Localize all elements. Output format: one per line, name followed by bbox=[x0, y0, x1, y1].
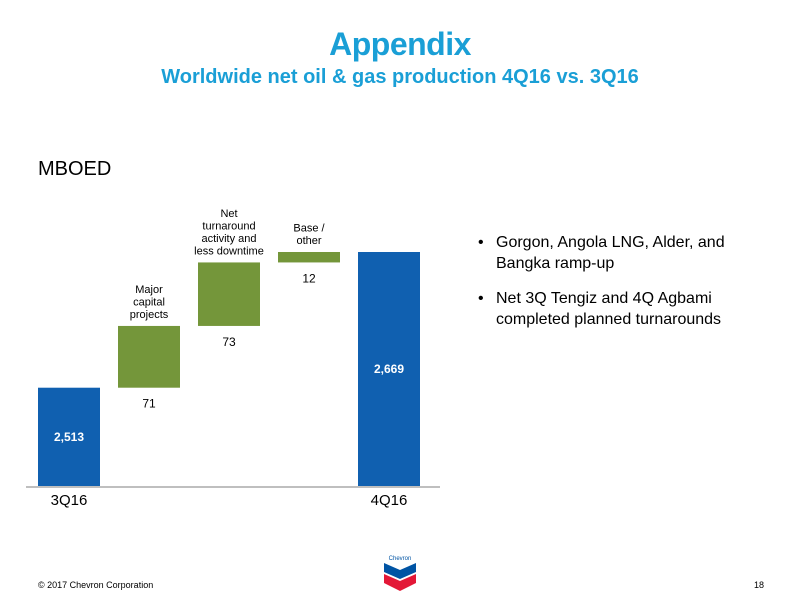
logo-chevron-bottom bbox=[384, 574, 416, 591]
x-tick-label: 3Q16 bbox=[51, 492, 88, 509]
data-label: 2,513 bbox=[54, 430, 84, 444]
bullet-list: Gorgon, Angola LNG, Alder, and Bangka ra… bbox=[478, 232, 778, 344]
category-label: Base / other bbox=[293, 223, 325, 248]
chevron-logo: Chevron bbox=[384, 556, 416, 591]
page-title: Appendix bbox=[329, 26, 471, 62]
bar bbox=[38, 387, 100, 486]
logo-chevron-top bbox=[384, 563, 416, 579]
data-label: 73 bbox=[222, 335, 236, 349]
x-tick-label: 4Q16 bbox=[371, 492, 408, 509]
page-subtitle: Worldwide net oil & gas production 4Q16 … bbox=[161, 66, 639, 88]
bar bbox=[118, 325, 180, 388]
copyright-text: © 2017 Chevron Corporation bbox=[38, 580, 154, 590]
category-label: Major capital projects bbox=[130, 284, 169, 321]
data-label: 71 bbox=[142, 397, 156, 411]
unit-label: MBOED bbox=[38, 158, 112, 180]
category-label: Net turnaround activity and less downtime bbox=[194, 208, 264, 258]
logo-text: Chevron bbox=[389, 556, 412, 562]
bullet-item: Gorgon, Angola LNG, Alder, and Bangka ra… bbox=[478, 232, 778, 274]
bar bbox=[358, 252, 420, 486]
bullet-item: Net 3Q Tengiz and 4Q Agbami completed pl… bbox=[478, 288, 778, 330]
bar bbox=[198, 262, 260, 326]
page-number: 18 bbox=[753, 580, 764, 590]
data-label: 12 bbox=[302, 271, 316, 285]
data-label: 2,669 bbox=[374, 362, 404, 376]
bar bbox=[278, 252, 340, 263]
